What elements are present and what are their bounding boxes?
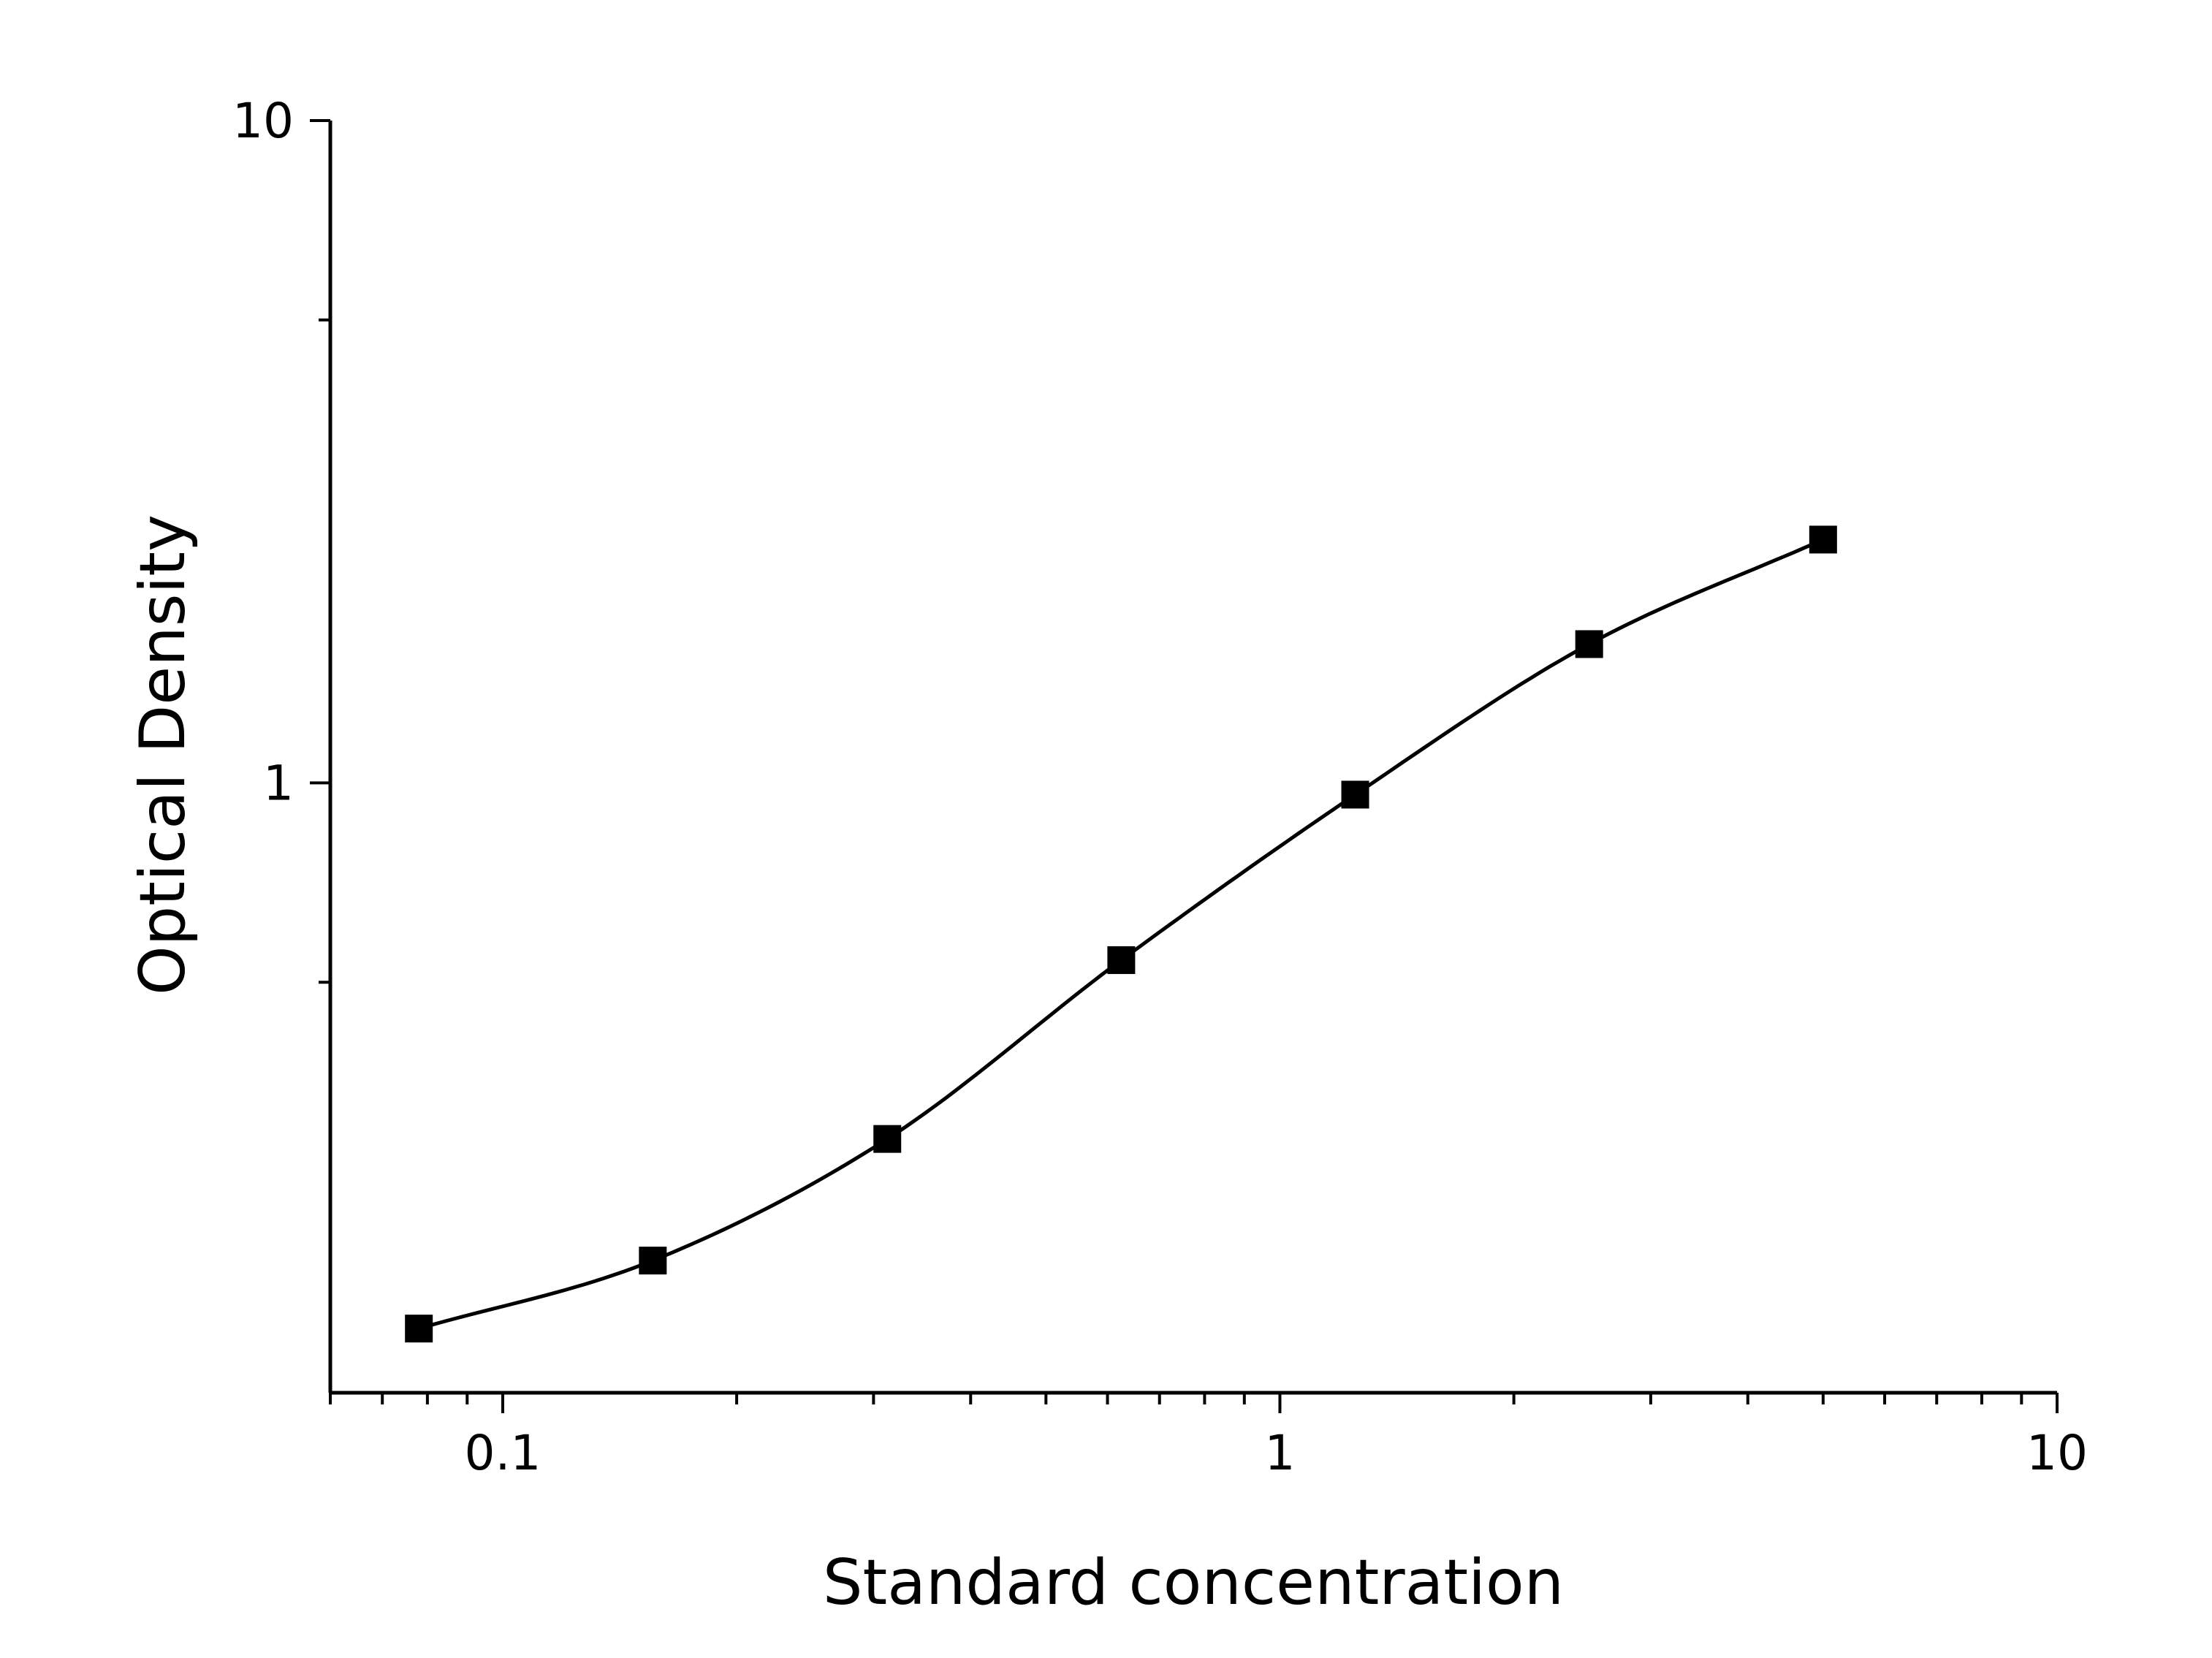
data-point — [1809, 525, 1837, 554]
data-point — [639, 1247, 667, 1275]
x-axis-title: Standard concentration — [823, 1546, 1564, 1619]
x-tick-label: 0.1 — [464, 1425, 541, 1481]
axes-layer: 0.1 1 10 1 10 — [232, 93, 2088, 1481]
fit-curve-layer — [418, 538, 1824, 1331]
y-axis-title: Optical Density — [126, 514, 199, 995]
y-tick-label: 10 — [232, 93, 294, 149]
data-point — [1107, 946, 1136, 974]
data-point — [405, 1315, 433, 1343]
data-point — [873, 1125, 902, 1153]
data-point — [1575, 630, 1603, 658]
data-points-layer — [405, 525, 1837, 1343]
fit-curve — [418, 538, 1824, 1331]
x-tick-label: 10 — [2026, 1425, 2088, 1481]
y-tick-label: 1 — [263, 755, 294, 811]
data-point — [1341, 780, 1369, 809]
x-tick-label: 1 — [1264, 1425, 1295, 1481]
